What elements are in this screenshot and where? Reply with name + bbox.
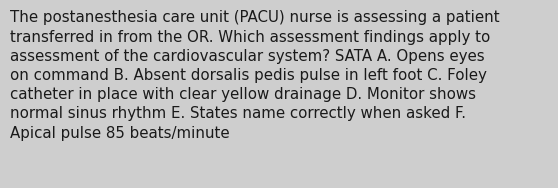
Text: The postanesthesia care unit (PACU) nurse is assessing a patient
transferred in : The postanesthesia care unit (PACU) nurs… [10,10,499,141]
